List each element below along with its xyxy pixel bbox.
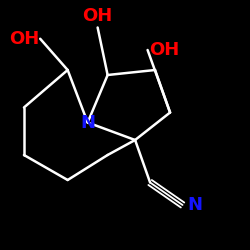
Text: OH: OH — [149, 41, 179, 59]
Text: OH: OH — [9, 30, 39, 48]
Text: N: N — [80, 114, 95, 132]
Text: N: N — [187, 196, 202, 214]
Text: OH: OH — [82, 7, 113, 25]
